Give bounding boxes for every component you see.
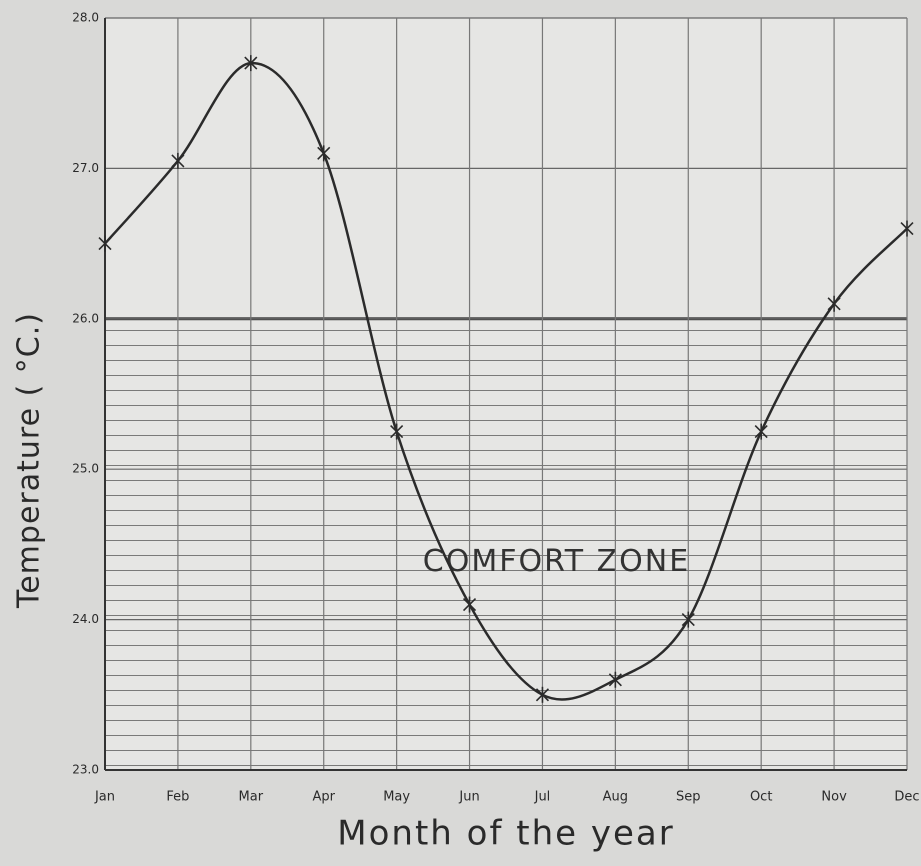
marker: [462, 596, 477, 613]
x-axis-title: Month of the year: [337, 814, 674, 854]
x-tick-label: Mar: [239, 790, 264, 805]
x-tick-label: Aug: [603, 790, 628, 805]
marker: [681, 611, 695, 628]
marker: [754, 423, 768, 440]
x-tick-label: May: [383, 790, 410, 805]
annotation: COMFORT ZONE: [423, 544, 690, 579]
y-tick-label: 28.0: [72, 11, 99, 25]
marker: [535, 686, 550, 703]
x-tick-label: Jul: [534, 790, 551, 805]
marker: [900, 220, 914, 237]
marker: [317, 145, 331, 162]
x-tick-label: Feb: [166, 790, 189, 805]
marker: [608, 671, 622, 688]
marker: [827, 295, 841, 312]
y-tick-label: 27.0: [72, 161, 99, 175]
y-axis-title: Temperature ( °C.): [12, 312, 47, 609]
marker: [390, 423, 404, 440]
y-tick-label: 23.0: [72, 763, 99, 777]
x-tick-label: Jun: [458, 790, 479, 805]
x-tick-label: Sep: [676, 790, 701, 805]
x-tick-label: Nov: [821, 790, 847, 805]
x-tick-label: Oct: [750, 790, 772, 805]
band: [105, 318, 907, 770]
y-tick-label: 24.0: [72, 612, 99, 626]
y-tick-label: 25.0: [72, 462, 99, 476]
y-tick-label: 26.0: [72, 311, 99, 325]
marker: [171, 152, 185, 169]
x-tick-label: Dec: [894, 790, 919, 805]
marker: [98, 235, 112, 252]
x-tick-label: Jan: [94, 790, 115, 805]
x-tick-label: Apr: [312, 790, 335, 805]
marker: [244, 55, 258, 72]
